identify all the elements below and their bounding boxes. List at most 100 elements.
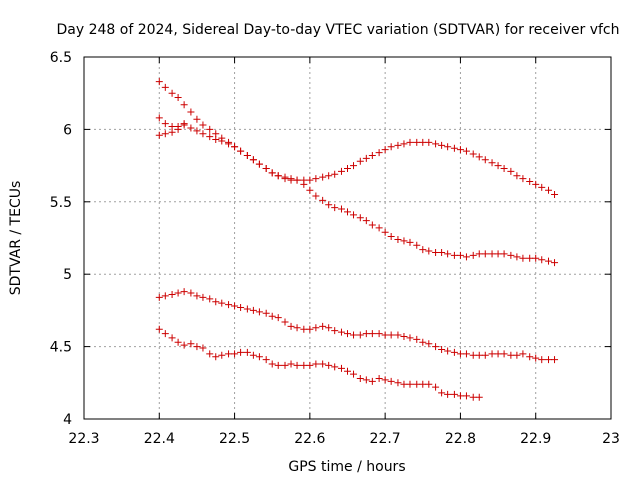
data-point: [456, 350, 464, 358]
data-point: [368, 330, 376, 338]
data-point: [168, 89, 176, 97]
data-point: [255, 353, 263, 361]
series-4: [155, 288, 559, 364]
tick-labels: 22.3 22.4 22.5 22.6 22.7 22.8 22.9 23 4 4.5 5 5.5 6 6…: [50, 50, 620, 447]
data-point: [488, 350, 496, 358]
data-point: [319, 322, 327, 330]
data-point: [225, 140, 233, 148]
data-point: [432, 383, 440, 391]
data-point: [161, 292, 169, 300]
data-point: [425, 340, 433, 348]
data-point: [268, 169, 276, 177]
data-point: [450, 251, 458, 259]
data-point: [362, 154, 370, 162]
data-point: [281, 173, 289, 181]
data-point: [287, 322, 295, 330]
data-point: [406, 138, 414, 146]
data-point: [413, 241, 421, 249]
y-tick-label: 5: [63, 267, 72, 283]
data-point: [350, 331, 358, 339]
data-point: [488, 159, 496, 167]
data-point: [281, 361, 289, 369]
data-point: [432, 248, 440, 256]
data-point: [199, 293, 207, 301]
data-point: [362, 330, 370, 338]
data-point: [218, 299, 226, 307]
data-point: [450, 348, 458, 356]
data-point: [519, 350, 527, 358]
data-point: [406, 380, 414, 388]
data-point: [243, 151, 251, 159]
chart-title: Day 248 of 2024, Sidereal Day-to-day VTE…: [56, 22, 619, 38]
data-point: [419, 380, 427, 388]
data-point: [394, 235, 402, 243]
data-point: [249, 351, 257, 359]
data-point: [262, 309, 270, 317]
data-point: [306, 186, 314, 194]
data-point: [161, 120, 169, 128]
data-point: [331, 170, 339, 178]
data-point: [337, 167, 345, 175]
data-point: [507, 251, 515, 259]
data-point: [300, 325, 308, 333]
data-point: [193, 292, 201, 300]
data-point: [481, 156, 489, 164]
data-point: [538, 183, 546, 191]
data-point: [350, 370, 358, 378]
data-point: [356, 331, 364, 339]
data-point: [274, 314, 282, 322]
data-point: [500, 250, 508, 258]
data-point: [450, 144, 458, 152]
data-point: [325, 324, 333, 332]
data-point: [444, 347, 452, 355]
data-point: [206, 133, 214, 141]
data-point: [356, 214, 364, 222]
data-point: [255, 308, 263, 316]
y-tick-label: 4: [63, 412, 72, 428]
x-tick-label: 22.4: [144, 431, 175, 447]
data-point: [381, 376, 389, 384]
data-point: [538, 256, 546, 264]
y-tick-label: 5.5: [50, 195, 72, 211]
data-point: [400, 332, 408, 340]
data-point: [519, 175, 527, 183]
data-point: [249, 306, 257, 314]
data-point: [519, 254, 527, 262]
data-point: [187, 340, 195, 348]
data-point: [400, 140, 408, 148]
data-point: [419, 138, 427, 146]
data-point: [306, 325, 314, 333]
x-axis-label: GPS time / hours: [288, 459, 405, 475]
data-point: [268, 312, 276, 320]
data-point: [507, 167, 515, 175]
data-point: [155, 325, 163, 333]
data-point: [300, 361, 308, 369]
data-point: [325, 201, 333, 209]
data-point: [425, 247, 433, 255]
data-point: [394, 141, 402, 149]
data-point: [312, 192, 320, 200]
data-point: [281, 318, 289, 326]
data-point: [337, 328, 345, 336]
data-point: [444, 143, 452, 151]
data-point: [237, 348, 245, 356]
data-point: [356, 157, 364, 165]
data-point: [344, 367, 351, 375]
series-3: [155, 120, 188, 139]
data-point: [450, 390, 458, 398]
data-point: [319, 173, 327, 181]
data-point: [174, 289, 182, 297]
data-point: [168, 290, 176, 298]
data-point: [381, 146, 389, 154]
data-point: [337, 205, 345, 213]
data-point: [413, 380, 421, 388]
data-point: [174, 125, 182, 133]
data-point: [475, 393, 483, 401]
data-point: [532, 254, 540, 262]
data-point: [438, 248, 446, 256]
data-point: [293, 324, 301, 332]
data-point: [225, 350, 233, 358]
data-point: [545, 257, 553, 265]
